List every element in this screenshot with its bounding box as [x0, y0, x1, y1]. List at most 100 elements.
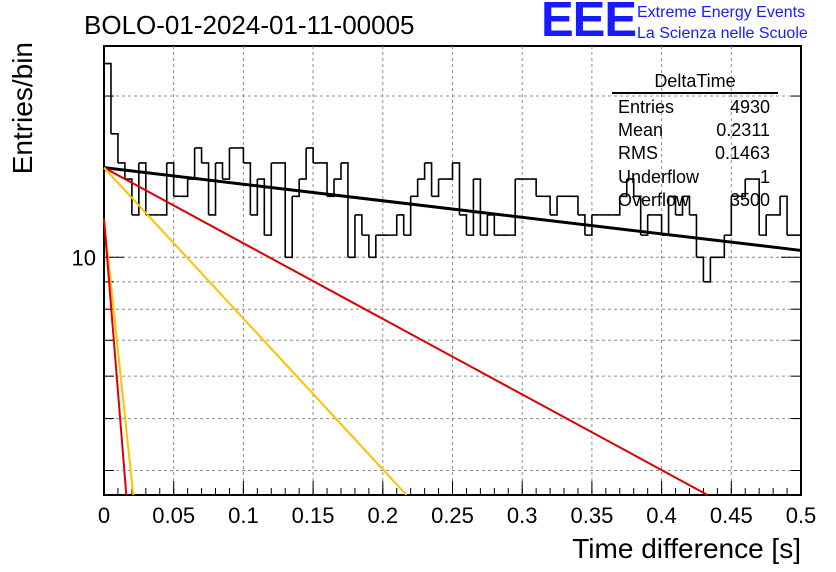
x-tick-label: 0.2 [368, 503, 399, 528]
stats-value: 3500 [729, 189, 770, 210]
fit-curve-component [103, 218, 128, 496]
histogram-bin [104, 62, 112, 134]
histogram-bin [487, 214, 496, 236]
stats-row-entries: Entries 4930 [612, 96, 778, 119]
histogram-bin [166, 162, 175, 197]
stats-row-underflow: Underflow 1 [612, 166, 778, 189]
stats-value: 0.1463 [714, 143, 770, 164]
histogram-bin [340, 162, 349, 258]
histogram-bin [138, 162, 147, 215]
histogram-bin [306, 147, 314, 163]
histogram-bin [320, 162, 328, 197]
x-tick-label: 0.25 [431, 503, 474, 528]
histogram-bin [654, 214, 663, 236]
histogram-bin [124, 178, 133, 215]
histogram-bin [424, 162, 433, 197]
histogram-bin [131, 162, 140, 216]
histogram-bin [689, 214, 698, 258]
histogram-bin [354, 214, 363, 236]
histogram-bin [250, 179, 259, 216]
y-tick-label: 10 [72, 245, 96, 270]
histogram-bin [668, 195, 677, 215]
histogram-bin [396, 214, 405, 236]
stats-value: 0.2311 [716, 120, 770, 141]
histogram-bin [682, 195, 691, 215]
histogram-bin [550, 196, 558, 216]
histogram-bin [445, 162, 454, 180]
histogram-bin [738, 179, 747, 198]
histogram-bin [117, 162, 126, 180]
histogram-bin [334, 162, 342, 180]
eee-logo: EEE [541, 0, 637, 47]
stats-label: Overflow [618, 189, 690, 210]
histogram-bin [110, 133, 119, 163]
stats-row-rms: RMS 0.1463 [612, 142, 778, 165]
histogram-bin [452, 162, 461, 215]
x-tick-label: 0.4 [646, 503, 677, 528]
histogram-bin [389, 214, 398, 236]
fit-curve-total [103, 166, 802, 252]
histogram-bin [612, 196, 621, 216]
histogram-bin [431, 179, 440, 198]
histogram-bin [759, 214, 767, 236]
stats-row-mean: Mean 0.2311 [612, 119, 778, 142]
histogram-bin [724, 196, 733, 236]
y-tick-labels: 10 [72, 245, 96, 270]
histogram-bin [466, 179, 475, 236]
histogram-bin [577, 214, 586, 236]
grid-lines [104, 46, 801, 495]
histogram-bin [780, 195, 788, 236]
histogram-bin [584, 214, 593, 236]
histogram-bin [459, 214, 468, 236]
histogram-bin [201, 162, 210, 215]
x-tick-label: 0.5 [786, 503, 817, 528]
y-axis-label: Entries/bin [7, 42, 38, 174]
histogram-bin [473, 178, 482, 236]
histogram-bin [752, 178, 760, 236]
stats-label: Mean [618, 120, 664, 141]
histogram-bin [278, 162, 287, 258]
stats-label: Entries [618, 97, 675, 117]
stats-row-overflow: Overflow 3500 [612, 189, 778, 212]
histogram-bin [187, 147, 196, 180]
x-tick-label: 0.35 [570, 503, 613, 528]
histogram-bin [480, 214, 489, 236]
histogram-bin [194, 147, 203, 163]
histogram-bin [640, 214, 649, 236]
histogram-bin [626, 178, 635, 197]
histogram-bin [529, 178, 537, 197]
histogram-bin [410, 179, 419, 198]
stats-label: RMS [618, 143, 658, 164]
x-tick-labels: 0 0.05 0.1 0.15 0.2 0.25 0.3 0.35 0.4 0.45 0.5 [98, 503, 816, 528]
histogram-bin [717, 235, 726, 259]
histogram-bin [257, 178, 266, 236]
logo-subtitle-line1: Extreme Energy Events [637, 4, 806, 21]
histogram-bin [222, 147, 231, 180]
histogram-bin [243, 162, 252, 215]
histogram-bin [403, 196, 412, 236]
histogram-bin [368, 235, 377, 259]
x-tick-label: 0.15 [292, 503, 335, 528]
histogram-bin [180, 179, 189, 198]
histogram-bin [264, 162, 273, 236]
stats-box: DeltaTime Entries 4930 Mean 0.2311 RMS 0… [612, 70, 778, 212]
histogram-bin [773, 196, 781, 216]
histogram-bin [347, 214, 356, 259]
stats-value: 4930 [729, 97, 770, 117]
x-tick-label: 0.05 [152, 503, 195, 528]
x-tick-label: 0.3 [507, 503, 538, 528]
x-tick-label: 0 [98, 503, 110, 528]
histogram-bin [236, 147, 245, 163]
histogram-bin [633, 195, 642, 236]
histogram-bin [285, 196, 293, 259]
histogram-bin [570, 195, 579, 215]
logo-subtitle-line2: La Scienza nelle Scuole [637, 25, 808, 42]
histogram-bin [292, 179, 300, 198]
histogram-bin [703, 257, 712, 283]
histogram-bin [417, 162, 426, 180]
histogram-bin [159, 162, 168, 216]
fit-curve-component [103, 166, 408, 496]
stats-label: Underflow [618, 166, 700, 187]
histogram [104, 62, 801, 283]
